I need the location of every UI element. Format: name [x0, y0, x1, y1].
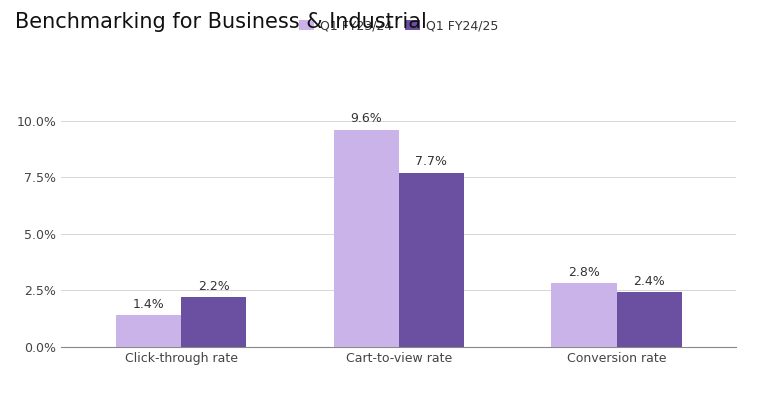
- Text: 2.2%: 2.2%: [198, 280, 229, 293]
- Bar: [181, 297, 246, 347]
- Text: 1.4%: 1.4%: [133, 298, 164, 311]
- Bar: [399, 173, 464, 347]
- Text: 2.4%: 2.4%: [634, 275, 665, 288]
- Bar: [551, 283, 617, 347]
- Text: 7.7%: 7.7%: [416, 155, 447, 168]
- Text: 9.6%: 9.6%: [351, 112, 382, 125]
- Bar: [116, 315, 181, 347]
- Legend: Q1 FY23/24, Q1 FY24/25: Q1 FY23/24, Q1 FY24/25: [295, 16, 502, 36]
- Bar: [334, 130, 399, 347]
- Text: Benchmarking for Business & Industrial: Benchmarking for Business & Industrial: [15, 12, 427, 32]
- Bar: [617, 292, 682, 347]
- Text: 2.8%: 2.8%: [568, 266, 600, 279]
